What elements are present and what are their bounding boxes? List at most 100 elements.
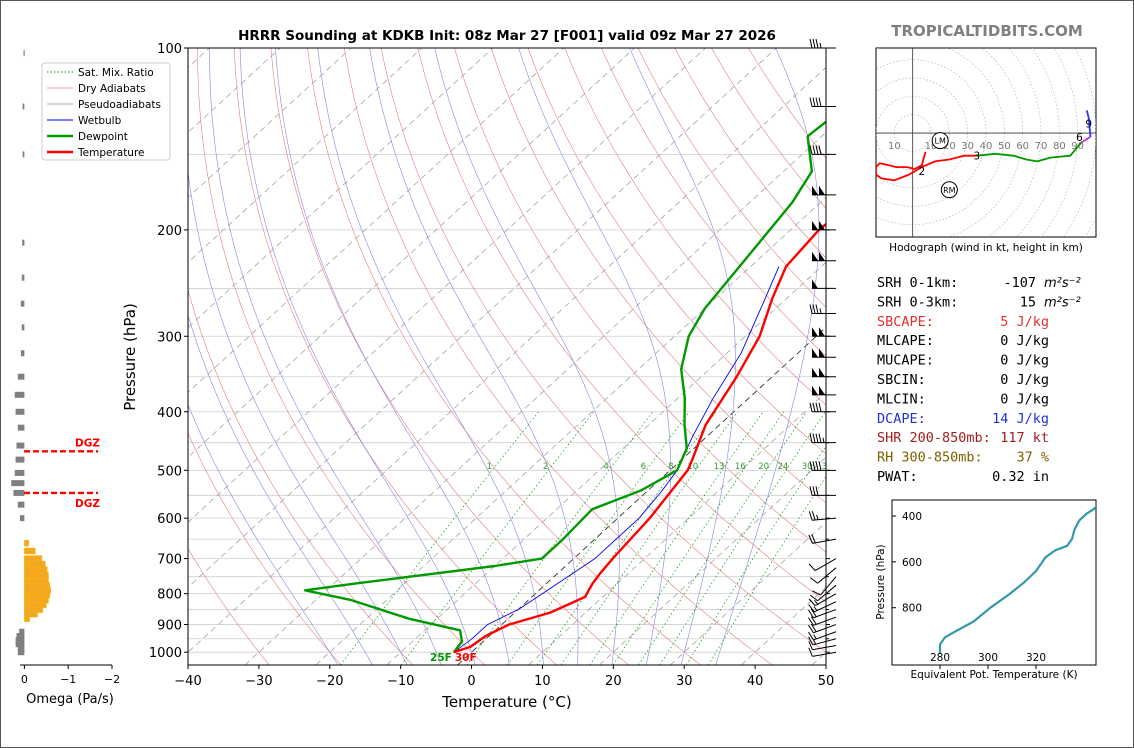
- hodograph-ring-label: 30: [961, 141, 974, 152]
- mixing-ratio-label: 36: [822, 462, 833, 472]
- pseudoadiabat: [188, 169, 408, 665]
- hodograph-height-label: 3: [973, 151, 980, 163]
- hodograph-trace: [876, 151, 977, 182]
- barb-full: [815, 461, 819, 471]
- index-label: RH 300-850mb:: [877, 450, 983, 466]
- barb-full: [811, 534, 816, 543]
- wind-barb: [808, 608, 837, 619]
- skewt-ytick-label: 1000: [149, 646, 182, 661]
- index-value: 0.32 in: [992, 469, 1049, 485]
- barb-flag: [812, 327, 818, 337]
- mixing-ratio-line: [612, 411, 784, 665]
- wind-barb: [808, 601, 837, 613]
- omega-bar: [20, 515, 25, 522]
- legend-entry: Temperature: [77, 147, 145, 159]
- skewt-xtick-label: 0: [467, 674, 475, 689]
- wind-barb: [808, 647, 837, 657]
- mixing-ratio-label: 10: [687, 462, 698, 472]
- dry-adiabat: [233, 48, 557, 665]
- barb-full: [809, 145, 813, 155]
- hodograph-ring-label: 20: [943, 141, 956, 152]
- dry-adiabat: [454, 48, 826, 553]
- omega-xlabel: Omega (Pa/s): [26, 692, 114, 707]
- chart-title: HRRR Sounding at KDKB Init: 08z Mar 27 […: [238, 28, 776, 44]
- omega-xtick-label: 0: [21, 673, 28, 686]
- storm-motion-label: RM: [943, 186, 956, 195]
- skewt-xtick-label: −20: [316, 674, 343, 689]
- isotherm: [188, 48, 352, 198]
- index-value: 5 J/kg: [1000, 314, 1049, 330]
- barb-full: [809, 433, 813, 443]
- barb-full: [810, 608, 817, 618]
- storm-motion-marker: [940, 181, 958, 199]
- wind-barb: [812, 348, 836, 358]
- wind-barb: [808, 636, 837, 646]
- barb-full: [818, 402, 822, 412]
- mixing-ratio-line: [507, 411, 690, 665]
- dry-adiabat: [527, 48, 826, 455]
- barb-half: [816, 514, 819, 520]
- barb-staff: [812, 651, 837, 657]
- omega-panel: 0 −1 −2 DGZ DGZ: [11, 50, 120, 686]
- indices-table: SRH 0-1km: -107 m²s⁻² SRH 0-3km: 15 m²s⁻² SBCA…: [877, 275, 1081, 485]
- barb-full: [808, 617, 814, 626]
- pseudoadiabat: [715, 48, 820, 665]
- index-label: MLCAPE:: [877, 333, 934, 349]
- wind-barb: [808, 641, 837, 651]
- legend-entry: Pseudoadiabats: [78, 99, 161, 111]
- hodograph-trace: [1080, 136, 1091, 144]
- legend-entry: Wetbulb: [78, 115, 122, 127]
- index-label: SHR 200-850mb:: [877, 430, 991, 446]
- barb-half: [822, 437, 825, 443]
- barb-full: [809, 594, 818, 602]
- watermark: TROPICALTIDBITS.COM: [891, 22, 1083, 40]
- barb-half: [813, 634, 817, 640]
- skewt-ylabel: Pressure (hPa): [121, 303, 139, 411]
- isotherm: [528, 391, 826, 665]
- mixing-ratio-label: 16: [735, 462, 746, 472]
- omega-bar: [22, 151, 25, 158]
- omega-bar: [17, 424, 25, 431]
- theta-e-xtick-label: 280: [930, 652, 950, 664]
- barb-full: [808, 609, 814, 619]
- barb-full: [812, 97, 816, 107]
- index-unit: m²s⁻²: [1044, 295, 1081, 310]
- barb-full: [809, 486, 813, 496]
- barb-staff: [813, 616, 837, 626]
- skewt-ytick-label: 800: [157, 588, 182, 603]
- index-label: PWAT:: [877, 469, 918, 485]
- barb-flag: [819, 220, 825, 230]
- isotherm: [188, 48, 706, 523]
- pseudoadiabat: [209, 48, 442, 665]
- skewt-ytick-label: 300: [157, 330, 182, 345]
- barb-full: [809, 304, 813, 314]
- omega-bar: [22, 103, 25, 110]
- dgz-label: DGZ: [75, 437, 100, 449]
- wind-barb: [812, 185, 836, 196]
- skewt-ytick-label: 200: [157, 224, 182, 239]
- wind-barb: [808, 593, 837, 607]
- isotherm: [386, 261, 826, 665]
- hodograph-height-label: 6: [1076, 132, 1083, 144]
- mixing-ratio-label: 4: [603, 462, 608, 472]
- profile-line-wetbulb: [453, 266, 780, 653]
- surface-dewpoint-label: 25F: [430, 652, 452, 664]
- barb-full: [815, 38, 819, 49]
- theta-e-xtick-label: 300: [978, 652, 998, 664]
- isotherm: [188, 48, 635, 458]
- hodograph-ring-label: 40: [980, 141, 993, 152]
- barb-full: [808, 647, 813, 657]
- surface-temperature-label: 30F: [455, 652, 477, 664]
- wind-barb: [809, 584, 837, 602]
- skewt-ytick-label: 500: [157, 464, 182, 479]
- wind-barb: [812, 367, 836, 378]
- mixing-ratio-line: [659, 411, 826, 665]
- theta-e-ylabel: Pressure (hPa): [875, 544, 887, 619]
- omega-bar: [17, 645, 25, 652]
- hodograph-label: Hodograph (wind in kt, height in km): [889, 242, 1083, 254]
- dry-adiabat: [637, 48, 826, 308]
- index-label: MLCIN:: [877, 391, 926, 407]
- barb-flag: [819, 385, 825, 395]
- hodograph-height-label: 2: [918, 166, 925, 178]
